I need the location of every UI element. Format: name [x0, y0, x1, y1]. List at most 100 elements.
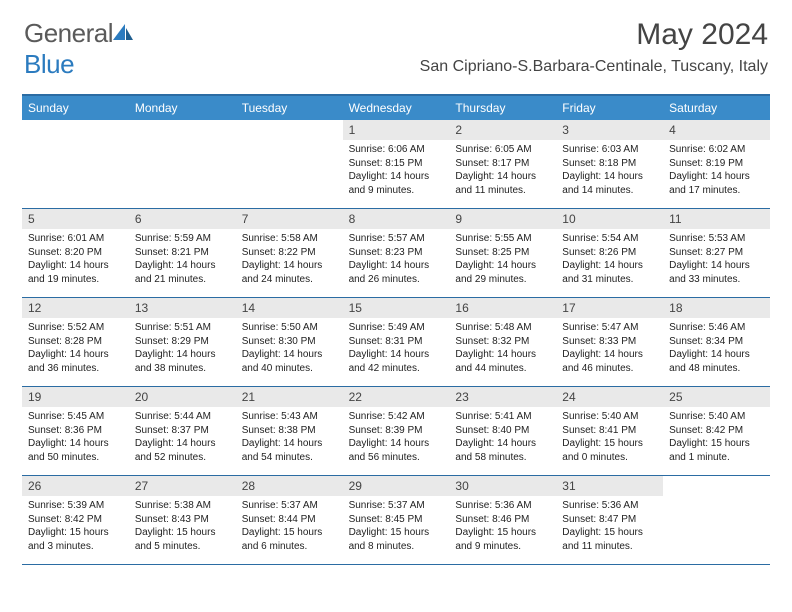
daylight-text: Daylight: 14 hours and 17 minutes. [669, 170, 764, 197]
day-body: Sunrise: 5:46 AMSunset: 8:34 PMDaylight:… [663, 318, 770, 379]
day-cell: 14Sunrise: 5:50 AMSunset: 8:30 PMDayligh… [236, 298, 343, 386]
day-number: 12 [22, 298, 129, 318]
day-number: 26 [22, 476, 129, 496]
day-body: Sunrise: 5:37 AMSunset: 8:45 PMDaylight:… [343, 496, 450, 557]
daylight-text: Daylight: 15 hours and 6 minutes. [242, 526, 337, 553]
sunset-text: Sunset: 8:15 PM [349, 157, 444, 171]
day-number: 22 [343, 387, 450, 407]
sunset-text: Sunset: 8:46 PM [455, 513, 550, 527]
sunset-text: Sunset: 8:32 PM [455, 335, 550, 349]
day-number: 10 [556, 209, 663, 229]
day-number: 21 [236, 387, 343, 407]
sunset-text: Sunset: 8:39 PM [349, 424, 444, 438]
day-cell: 30Sunrise: 5:36 AMSunset: 8:46 PMDayligh… [449, 476, 556, 564]
sunset-text: Sunset: 8:20 PM [28, 246, 123, 260]
daylight-text: Daylight: 14 hours and 40 minutes. [242, 348, 337, 375]
daylight-text: Daylight: 15 hours and 3 minutes. [28, 526, 123, 553]
day-cell: 20Sunrise: 5:44 AMSunset: 8:37 PMDayligh… [129, 387, 236, 475]
day-number: 30 [449, 476, 556, 496]
day-number: 7 [236, 209, 343, 229]
sunrise-text: Sunrise: 5:50 AM [242, 321, 337, 335]
day-cell: 26Sunrise: 5:39 AMSunset: 8:42 PMDayligh… [22, 476, 129, 564]
sunset-text: Sunset: 8:33 PM [562, 335, 657, 349]
day-number: 15 [343, 298, 450, 318]
daylight-text: Daylight: 14 hours and 33 minutes. [669, 259, 764, 286]
day-body: Sunrise: 5:42 AMSunset: 8:39 PMDaylight:… [343, 407, 450, 468]
daylight-text: Daylight: 14 hours and 21 minutes. [135, 259, 230, 286]
day-cell: 2Sunrise: 6:05 AMSunset: 8:17 PMDaylight… [449, 120, 556, 208]
sunrise-text: Sunrise: 5:48 AM [455, 321, 550, 335]
header: GeneralBlue May 2024 San Cipriano-S.Barb… [0, 0, 792, 86]
daylight-text: Daylight: 14 hours and 42 minutes. [349, 348, 444, 375]
weekday-header: Tuesday [236, 96, 343, 120]
day-body: Sunrise: 5:48 AMSunset: 8:32 PMDaylight:… [449, 318, 556, 379]
day-number: 5 [22, 209, 129, 229]
sunrise-text: Sunrise: 5:38 AM [135, 499, 230, 513]
day-body: Sunrise: 5:53 AMSunset: 8:27 PMDaylight:… [663, 229, 770, 290]
sunset-text: Sunset: 8:40 PM [455, 424, 550, 438]
logo-sail-icon [111, 18, 135, 48]
weekday-header: Saturday [663, 96, 770, 120]
day-body: Sunrise: 5:58 AMSunset: 8:22 PMDaylight:… [236, 229, 343, 290]
day-number: 8 [343, 209, 450, 229]
daylight-text: Daylight: 14 hours and 54 minutes. [242, 437, 337, 464]
sunset-text: Sunset: 8:41 PM [562, 424, 657, 438]
sunrise-text: Sunrise: 5:57 AM [349, 232, 444, 246]
day-cell: 25Sunrise: 5:40 AMSunset: 8:42 PMDayligh… [663, 387, 770, 475]
daylight-text: Daylight: 14 hours and 29 minutes. [455, 259, 550, 286]
sunset-text: Sunset: 8:45 PM [349, 513, 444, 527]
sunrise-text: Sunrise: 5:51 AM [135, 321, 230, 335]
day-cell: 23Sunrise: 5:41 AMSunset: 8:40 PMDayligh… [449, 387, 556, 475]
sunset-text: Sunset: 8:34 PM [669, 335, 764, 349]
logo-text: GeneralBlue [24, 18, 135, 80]
sunset-text: Sunset: 8:19 PM [669, 157, 764, 171]
location: San Cipriano-S.Barbara-Centinale, Tuscan… [420, 58, 768, 76]
sunset-text: Sunset: 8:30 PM [242, 335, 337, 349]
day-cell: 12Sunrise: 5:52 AMSunset: 8:28 PMDayligh… [22, 298, 129, 386]
day-cell: 15Sunrise: 5:49 AMSunset: 8:31 PMDayligh… [343, 298, 450, 386]
sunset-text: Sunset: 8:27 PM [669, 246, 764, 260]
weekday-header: Monday [129, 96, 236, 120]
day-cell: 18Sunrise: 5:46 AMSunset: 8:34 PMDayligh… [663, 298, 770, 386]
logo: GeneralBlue [24, 18, 135, 80]
day-body: Sunrise: 5:49 AMSunset: 8:31 PMDaylight:… [343, 318, 450, 379]
sunset-text: Sunset: 8:31 PM [349, 335, 444, 349]
day-cell: 17Sunrise: 5:47 AMSunset: 8:33 PMDayligh… [556, 298, 663, 386]
sunrise-text: Sunrise: 5:40 AM [669, 410, 764, 424]
sunrise-text: Sunrise: 5:39 AM [28, 499, 123, 513]
day-cell: 11Sunrise: 5:53 AMSunset: 8:27 PMDayligh… [663, 209, 770, 297]
logo-part2: Blue [24, 49, 74, 79]
sunrise-text: Sunrise: 5:49 AM [349, 321, 444, 335]
sunrise-text: Sunrise: 5:53 AM [669, 232, 764, 246]
day-body: Sunrise: 5:43 AMSunset: 8:38 PMDaylight:… [236, 407, 343, 468]
day-body: Sunrise: 5:44 AMSunset: 8:37 PMDaylight:… [129, 407, 236, 468]
sunset-text: Sunset: 8:23 PM [349, 246, 444, 260]
day-cell: 29Sunrise: 5:37 AMSunset: 8:45 PMDayligh… [343, 476, 450, 564]
day-number: 17 [556, 298, 663, 318]
sunrise-text: Sunrise: 6:01 AM [28, 232, 123, 246]
sunrise-text: Sunrise: 5:42 AM [349, 410, 444, 424]
day-number: 9 [449, 209, 556, 229]
sunrise-text: Sunrise: 6:06 AM [349, 143, 444, 157]
weekday-header: Sunday [22, 96, 129, 120]
sunrise-text: Sunrise: 5:45 AM [28, 410, 123, 424]
month-title: May 2024 [420, 18, 768, 52]
day-body: Sunrise: 5:40 AMSunset: 8:41 PMDaylight:… [556, 407, 663, 468]
day-body: Sunrise: 5:45 AMSunset: 8:36 PMDaylight:… [22, 407, 129, 468]
sunrise-text: Sunrise: 5:47 AM [562, 321, 657, 335]
sunrise-text: Sunrise: 5:52 AM [28, 321, 123, 335]
week-row: 5 Sunrise: 6:01 AMSunset: 8:20 PM Daylight… [22, 209, 770, 298]
week-row: 19Sunrise: 5:45 AMSunset: 8:36 PMDayligh… [22, 387, 770, 476]
day-body: Sunrise: 6:06 AMSunset: 8:15 PMDaylight:… [343, 140, 450, 201]
day-number: 23 [449, 387, 556, 407]
daylight-text: Daylight: 14 hours and 26 minutes. [349, 259, 444, 286]
day-cell: 31Sunrise: 5:36 AMSunset: 8:47 PMDayligh… [556, 476, 663, 564]
sunset-text: Sunset: 8:18 PM [562, 157, 657, 171]
sunrise-text: Sunrise: 5:40 AM [562, 410, 657, 424]
daylight-text: Daylight: 14 hours and 46 minutes. [562, 348, 657, 375]
day-body: Sunrise: 5:47 AMSunset: 8:33 PMDaylight:… [556, 318, 663, 379]
sunset-text: Sunset: 8:47 PM [562, 513, 657, 527]
day-number: 1 [343, 120, 450, 140]
sunset-text: Sunset: 8:17 PM [455, 157, 550, 171]
day-body: Sunrise: 6:03 AMSunset: 8:18 PMDaylight:… [556, 140, 663, 201]
